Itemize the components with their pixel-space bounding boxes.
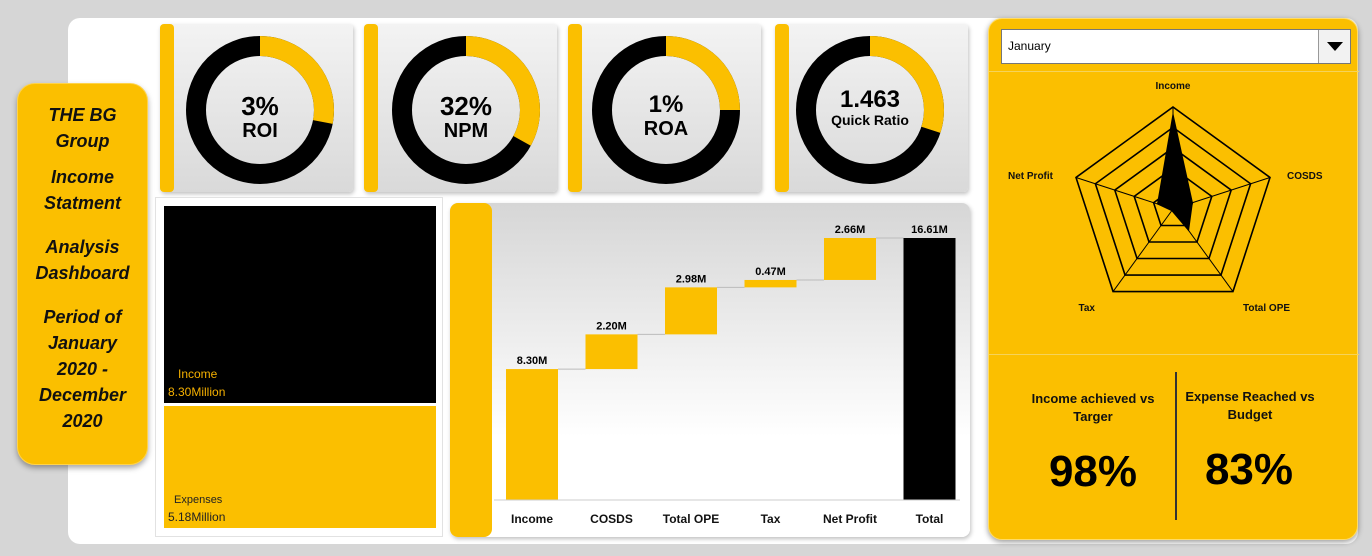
waterfall-data-label: 0.47M xyxy=(755,266,786,278)
kpi-accent-bar xyxy=(160,24,174,192)
treemap-income-block[interactable]: Income 8.30Million xyxy=(164,206,436,403)
metrics-divider xyxy=(1175,372,1177,520)
donut-value-arc xyxy=(796,36,944,184)
title-line: THE BG xyxy=(48,105,117,125)
waterfall-bar-cosds[interactable] xyxy=(585,334,638,370)
title-line: Income xyxy=(50,167,115,187)
waterfall-bar-tax[interactable] xyxy=(744,279,797,288)
radar-grid-ring xyxy=(1113,146,1233,260)
kpi-label: ROI xyxy=(242,120,278,142)
treemap-expenses-value: 5.18Million xyxy=(168,510,226,524)
month-dropdown-value: January xyxy=(1008,39,1051,53)
waterfall-data-label: 16.61M xyxy=(911,224,948,236)
waterfall-accent-bar xyxy=(450,203,492,537)
title-line: 2020 - xyxy=(56,359,109,379)
kpi-accent-bar xyxy=(775,24,789,192)
npm-donut xyxy=(392,36,540,184)
waterfall-data-label: 2.66M xyxy=(835,224,866,236)
expense-reached-value: 83% xyxy=(1204,445,1294,494)
radar-axis-label: Net Profit xyxy=(1008,171,1054,182)
quick-ratio-donut xyxy=(796,36,944,184)
waterfall-category-label: Total xyxy=(916,512,944,526)
waterfall-bar-net-profit[interactable] xyxy=(824,238,876,280)
dashboard-title-card: THE BG Group Income Statment Analysis Dashb… xyxy=(17,83,148,465)
radar-axis-label: Total OPE xyxy=(1243,303,1290,314)
radar-grid-ring xyxy=(1133,167,1213,243)
kpi-accent-bar xyxy=(568,24,582,192)
waterfall-category-label: COSDS xyxy=(590,512,633,526)
waterfall-bar-income[interactable] xyxy=(506,369,558,500)
donut-value-arc xyxy=(592,36,740,184)
title-line: Group xyxy=(55,131,110,151)
title-line: 2020 xyxy=(62,411,103,431)
panel-divider xyxy=(989,71,1359,72)
waterfall-data-label: 8.30M xyxy=(517,355,548,367)
donut-value-arc xyxy=(392,36,540,184)
kpi-value: 3% xyxy=(241,91,279,121)
treemap-expenses-block[interactable]: Expenses 5.18Million xyxy=(164,406,436,528)
title-line: Period of xyxy=(43,307,122,327)
treemap-income-label: Income xyxy=(178,367,218,381)
kpi-card-roi: 3% ROI xyxy=(160,24,353,192)
title-line: Analysis xyxy=(45,237,120,257)
waterfall-bar-total[interactable] xyxy=(903,238,956,500)
kpi-label: ROA xyxy=(643,118,689,140)
donut-value-arc xyxy=(186,36,334,184)
radar-axis-label: COSDS xyxy=(1287,171,1323,182)
kpi-card-npm: 32% NPM xyxy=(364,24,557,192)
waterfall-svg: 8.30M Income 2.20M COSDS 2.98M Total OPE 0.47M… xyxy=(494,224,960,526)
waterfall-category-label: Net Profit xyxy=(823,512,877,526)
radar-spoke xyxy=(1112,208,1174,292)
waterfall-category-label: Tax xyxy=(761,512,781,526)
treemap-income-value: 8.30Million xyxy=(168,385,226,399)
roa-donut xyxy=(592,36,740,184)
kpi-label: Quick Ratio xyxy=(831,112,909,128)
income-expense-treemap: Income 8.30Million Expenses 5.18Million xyxy=(155,197,443,537)
waterfall-data-label: 2.98M xyxy=(676,273,707,285)
treemap-expenses-label: Expenses xyxy=(174,494,223,506)
income-achieved-value: 98% xyxy=(1048,447,1138,496)
radar-grid-ring xyxy=(1094,126,1252,276)
radar-spoke xyxy=(1075,177,1174,210)
title-line: December xyxy=(38,385,127,405)
radar-series-area[interactable] xyxy=(1156,114,1193,232)
waterfall-bar-total-ope[interactable] xyxy=(665,287,717,335)
chevron-down-icon[interactable] xyxy=(1318,30,1350,63)
title-line: January xyxy=(47,333,118,353)
radar-axis-label: Income xyxy=(1155,81,1190,92)
expense-reached-label: Expense Reached vs Budget xyxy=(1185,389,1315,422)
kpi-accent-bar xyxy=(364,24,378,192)
kpi-label: NPM xyxy=(443,120,489,142)
waterfall-category-label: Income xyxy=(511,512,553,526)
income-achieved-label: Income achieved vs Targer xyxy=(1031,391,1155,424)
kpi-value: 32% xyxy=(439,91,493,121)
radar-grid-ring xyxy=(1075,106,1271,293)
waterfall-chart: 8.30M Income 2.20M COSDS 2.98M Total OPE 0.47M… xyxy=(450,203,970,537)
waterfall-category-label: Total OPE xyxy=(663,512,719,526)
radar-panel: January Income COSDS Total OPE Tax Net Profi… xyxy=(988,18,1359,540)
radar-axis-label: Tax xyxy=(1079,303,1096,314)
roi-donut xyxy=(186,36,334,184)
title-line: Dashboard xyxy=(35,263,130,283)
kpi-card-roa: 1% ROA xyxy=(568,24,761,192)
panel-divider xyxy=(989,354,1359,355)
radar-svg: Income COSDS Total OPE Tax Net Profit xyxy=(1008,81,1323,314)
title-line: Statment xyxy=(43,193,121,213)
kpi-card-quick-ratio: 1.463 Quick Ratio xyxy=(775,24,968,192)
month-dropdown[interactable]: January xyxy=(1001,29,1351,64)
kpi-value: 1% xyxy=(648,91,684,118)
kpi-value: 1.463 xyxy=(839,86,901,113)
waterfall-data-label: 2.20M xyxy=(596,320,627,332)
